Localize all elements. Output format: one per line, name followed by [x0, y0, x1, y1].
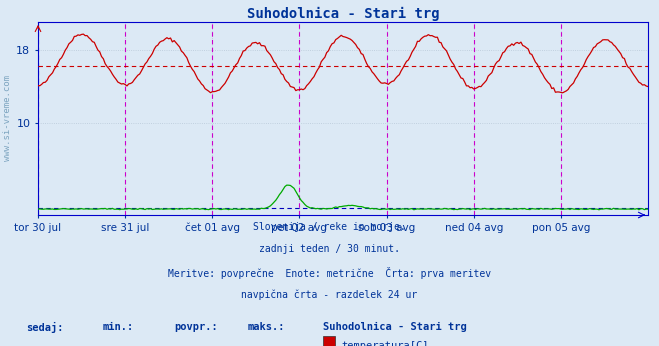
Text: Suhodolnica - Stari trg: Suhodolnica - Stari trg: [323, 322, 467, 332]
Text: min.:: min.:: [102, 322, 133, 332]
Text: sedaj:: sedaj:: [26, 322, 64, 333]
Text: zadnji teden / 30 minut.: zadnji teden / 30 minut.: [259, 244, 400, 254]
Text: Slovenija / reke in morje.: Slovenija / reke in morje.: [253, 222, 406, 232]
Text: www.si-vreme.com: www.si-vreme.com: [3, 75, 13, 162]
Text: navpična črta - razdelek 24 ur: navpična črta - razdelek 24 ur: [241, 289, 418, 300]
Text: Meritve: povprečne  Enote: metrične  Črta: prva meritev: Meritve: povprečne Enote: metrične Črta:…: [168, 267, 491, 279]
Text: povpr.:: povpr.:: [175, 322, 218, 332]
Text: maks.:: maks.:: [247, 322, 285, 332]
Text: temperatura[C]: temperatura[C]: [341, 342, 429, 346]
Title: Suhodolnica - Stari trg: Suhodolnica - Stari trg: [246, 7, 440, 21]
